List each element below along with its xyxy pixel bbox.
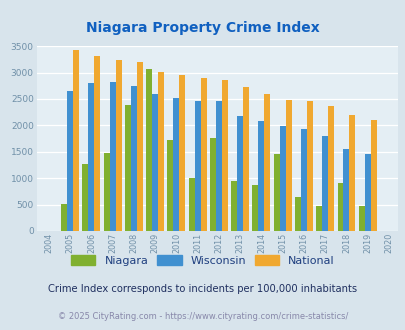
Bar — [188, 178, 194, 231]
Text: Crime Index corresponds to incidents per 100,000 inhabitants: Crime Index corresponds to incidents per… — [48, 284, 357, 294]
Legend: Niagara, Wisconsin, National: Niagara, Wisconsin, National — [68, 251, 337, 269]
Bar — [82, 164, 88, 231]
Bar — [61, 204, 67, 231]
Bar — [158, 72, 164, 231]
Bar — [209, 138, 215, 231]
Bar — [300, 129, 306, 231]
Bar — [194, 101, 200, 231]
Bar — [273, 154, 279, 231]
Bar — [109, 82, 115, 231]
Bar — [167, 140, 173, 231]
Bar — [294, 197, 300, 231]
Bar — [136, 62, 143, 231]
Bar — [327, 106, 333, 231]
Bar — [349, 115, 354, 231]
Bar — [322, 136, 327, 231]
Bar — [67, 90, 73, 231]
Bar — [231, 182, 237, 231]
Bar — [115, 60, 121, 231]
Bar — [222, 80, 227, 231]
Bar — [237, 116, 243, 231]
Text: © 2025 CityRating.com - https://www.cityrating.com/crime-statistics/: © 2025 CityRating.com - https://www.city… — [58, 313, 347, 321]
Bar — [285, 100, 291, 231]
Text: Niagara Property Crime Index: Niagara Property Crime Index — [86, 21, 319, 35]
Bar — [125, 105, 130, 231]
Bar — [73, 50, 79, 231]
Bar — [94, 56, 100, 231]
Bar — [173, 98, 179, 231]
Bar — [315, 206, 322, 231]
Bar — [146, 69, 152, 231]
Bar — [370, 119, 376, 231]
Bar — [130, 86, 136, 231]
Bar — [179, 75, 185, 231]
Bar — [200, 78, 206, 231]
Bar — [215, 101, 222, 231]
Bar — [279, 126, 285, 231]
Bar — [343, 149, 349, 231]
Bar — [243, 87, 249, 231]
Bar — [306, 101, 312, 231]
Bar — [88, 83, 94, 231]
Bar — [103, 153, 109, 231]
Bar — [258, 121, 264, 231]
Bar — [337, 183, 343, 231]
Bar — [152, 94, 158, 231]
Bar — [264, 94, 270, 231]
Bar — [364, 154, 370, 231]
Bar — [252, 184, 258, 231]
Bar — [358, 206, 364, 231]
